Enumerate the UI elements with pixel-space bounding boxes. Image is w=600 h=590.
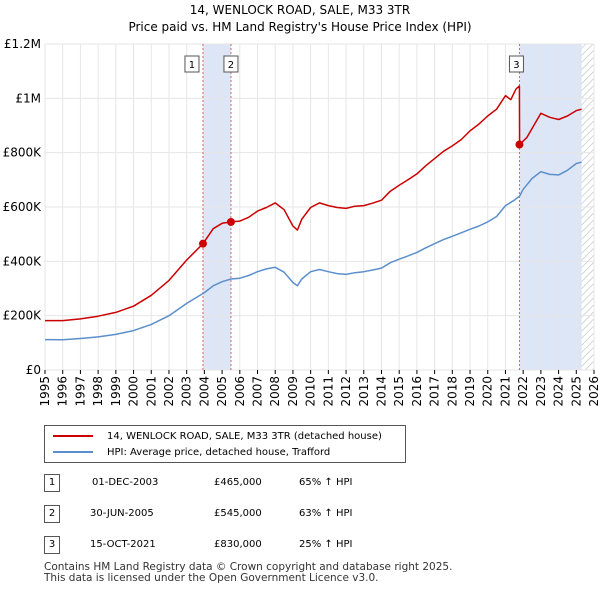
sale-row-1: 1 01-DEC-2003 £465,000 65% ↑ HPI: [44, 474, 544, 494]
x-tick-label: 1998: [91, 376, 105, 407]
x-tick-label: 2011: [321, 376, 335, 407]
x-tick-label: 1995: [38, 376, 52, 407]
legend-swatch-hpi: [53, 451, 93, 453]
x-tick-label: 2004: [197, 376, 211, 407]
sale-price: £545,000: [214, 508, 262, 519]
footer-line-license: This data is licensed under the Open Gov…: [44, 572, 379, 584]
x-tick-label: 2007: [251, 376, 265, 407]
sale-label-text: 1: [189, 60, 195, 71]
sale-hpi-diff: 25% ↑ HPI: [299, 539, 353, 550]
y-tick-label: £1.2M: [4, 37, 41, 51]
sale-label-box: [184, 55, 200, 73]
x-tick-label: 2019: [463, 376, 477, 407]
x-tick-label: 2020: [481, 376, 495, 407]
x-tick-label: 2026: [587, 376, 600, 407]
x-tick-label: 2006: [233, 376, 247, 407]
x-tick-label: 2016: [410, 376, 424, 407]
sale-hpi-diff: 63% ↑ HPI: [299, 508, 353, 519]
chart-legend: 14, WENLOCK ROAD, SALE, M33 3TR (detache…: [44, 425, 406, 463]
x-tick-label: 2015: [392, 376, 406, 407]
legend-label-property: 14, WENLOCK ROAD, SALE, M33 3TR (detache…: [107, 430, 382, 442]
sale-date: 01-DEC-2003: [92, 477, 159, 488]
x-tick-label: 2001: [144, 376, 158, 407]
sale-row-2: 2 30-JUN-2005 £545,000 63% ↑ HPI: [44, 505, 544, 525]
sale-date: 30-JUN-2005: [90, 508, 154, 519]
x-tick-label: 2014: [374, 376, 388, 407]
sale-number-badge: 2: [44, 505, 60, 523]
x-tick-label: 2008: [268, 376, 282, 407]
x-tick-label: 2013: [357, 376, 371, 407]
sale-number-badge: 3: [44, 536, 60, 554]
x-tick-label: 2021: [498, 376, 512, 407]
x-tick-label: 2024: [552, 376, 566, 407]
footer-line-copyright: Contains HM Land Registry data © Crown c…: [44, 561, 453, 573]
price-chart: 1 2 3 £0 £200K £400K £600K £800K £1M £1.2M 1995 19…: [3, 37, 600, 407]
sale-marker: [515, 140, 524, 149]
footer-attribution: Contains HM Land Registry data © Crown c…: [44, 562, 452, 584]
sale-price: £465,000: [214, 477, 262, 488]
x-tick-label: 2017: [428, 376, 442, 407]
y-tick-label: £200K: [3, 309, 43, 323]
x-tick-label: 2005: [215, 376, 229, 407]
y-tick-label: £1M: [15, 91, 41, 105]
x-tick-label: 2023: [534, 376, 548, 407]
property-price-line: [45, 85, 582, 322]
x-tick-label: 1999: [109, 376, 123, 407]
legend-swatch-property: [53, 435, 93, 437]
legend-item-hpi: HPI: Average price, detached house, Traf…: [53, 445, 330, 459]
x-tick-label: 2002: [162, 376, 176, 407]
x-tick-label: 1996: [56, 376, 70, 407]
x-tick-label: 2022: [516, 376, 530, 407]
x-tick-label: 2003: [180, 376, 194, 407]
x-tick-label: 2018: [445, 376, 459, 407]
legend-label-hpi: HPI: Average price, detached house, Traf…: [107, 446, 331, 458]
sale-hpi-diff: 65% ↑ HPI: [299, 477, 353, 488]
y-tick-label: £800K: [3, 146, 43, 160]
x-tick-label: 2009: [286, 376, 300, 407]
x-tick-label: 2025: [569, 376, 583, 407]
x-tick-label: 1997: [73, 376, 87, 407]
y-tick-label: £400K: [3, 254, 43, 268]
sale-marker: [226, 217, 235, 226]
sale-label-text: 3: [513, 60, 519, 71]
sale-row-3: 3 15-OCT-2021 £830,000 25% ↑ HPI: [44, 536, 544, 556]
sale-price: £830,000: [214, 539, 262, 550]
sale-date: 15-OCT-2021: [90, 539, 156, 550]
x-tick-label: 2000: [127, 376, 141, 407]
hpi-line: [44, 161, 582, 341]
x-tick-label: 2010: [304, 376, 318, 407]
y-tick-label: £600K: [3, 200, 43, 214]
chart-subtitle: Price paid vs. HM Land Registry's House …: [128, 20, 472, 34]
chart-title: 14, WENLOCK ROAD, SALE, M33 3TR: [189, 3, 411, 17]
sale-marker: [198, 239, 207, 248]
y-tick-label: £0: [26, 363, 41, 377]
sale-label-text: 2: [228, 60, 234, 71]
sale-label-box: [223, 55, 239, 73]
x-tick-label: 2012: [339, 376, 353, 407]
sale-label-box: [508, 55, 524, 73]
sale-number-badge: 1: [44, 474, 60, 492]
legend-item-property: 14, WENLOCK ROAD, SALE, M33 3TR (detache…: [53, 429, 382, 443]
